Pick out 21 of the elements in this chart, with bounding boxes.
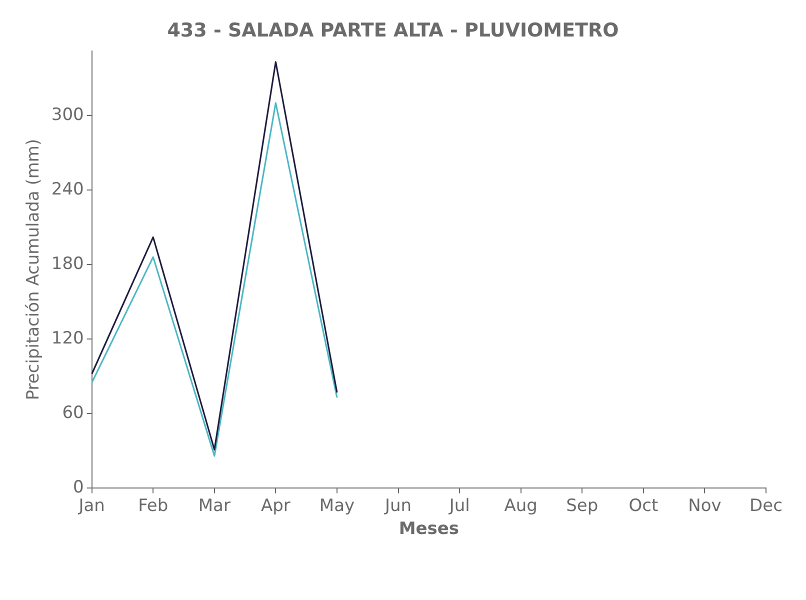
x-tick-label: Feb <box>138 496 168 516</box>
x-tick-label: Mar <box>198 496 230 516</box>
y-axis-title: Precipitación Acumulada (mm) <box>24 138 44 400</box>
x-tick-label: Jun <box>384 496 412 516</box>
chart-title: 433 - SALADA PARTE ALTA - PLUVIOMETRO <box>167 19 619 42</box>
x-tick-label: Nov <box>688 496 722 516</box>
y-tick-label: 0 <box>73 478 84 498</box>
y-tick-label: 180 <box>51 254 84 274</box>
x-tick-label: Sep <box>566 496 598 516</box>
y-tick-label: 120 <box>51 328 84 349</box>
x-axis-title: Meses <box>398 519 460 540</box>
x-tick-label: Jul <box>448 496 470 516</box>
x-tick-label: Dec <box>750 496 782 516</box>
x-tick-label: Oct <box>628 496 658 516</box>
y-tick-label: 240 <box>51 179 84 200</box>
y-tick-label: 60 <box>62 403 84 424</box>
x-tick-label: Apr <box>260 496 290 516</box>
x-tick-label: Aug <box>504 496 538 516</box>
x-tick-label: May <box>319 496 355 516</box>
y-tick-label: 300 <box>51 104 84 125</box>
x-tick-label: Jan <box>78 496 105 516</box>
